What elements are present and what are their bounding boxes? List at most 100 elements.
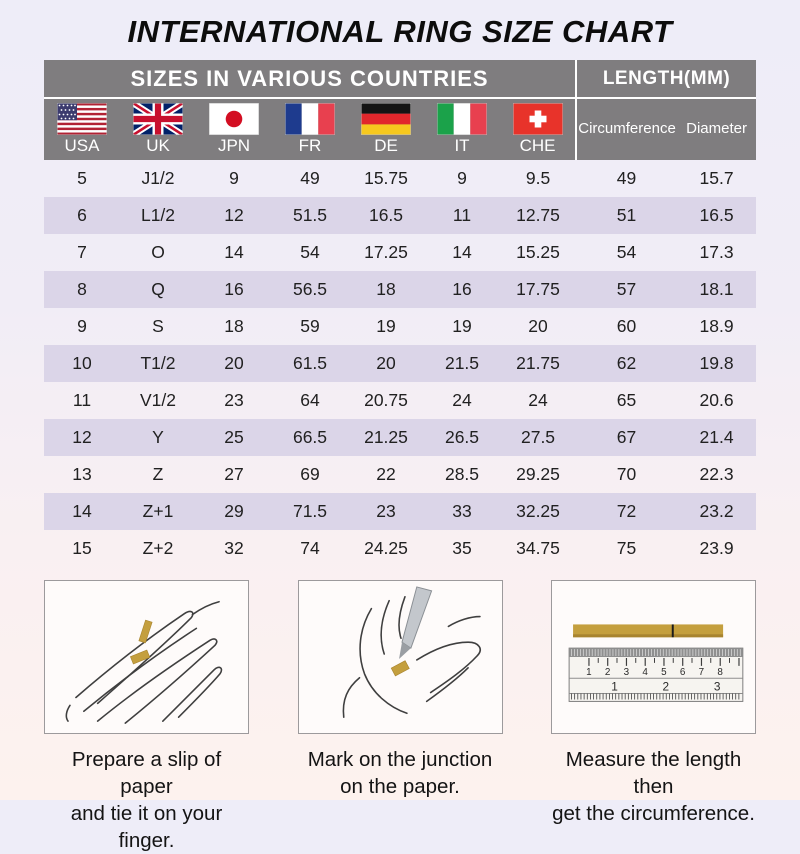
size-cell: 23	[376, 501, 396, 521]
size-cell: 9	[77, 316, 87, 336]
size-cell: 65	[616, 390, 637, 410]
column-header-fr: FR	[272, 98, 348, 160]
size-cell: 67	[616, 427, 637, 447]
size-cell: 26.5	[444, 427, 480, 447]
size-cell: 35	[452, 538, 472, 558]
country-code-label: UK	[146, 136, 170, 155]
size-cell: 27.5	[520, 427, 556, 447]
size-cell: 11	[72, 390, 92, 410]
size-cell: 9	[457, 168, 467, 188]
size-cell: 7	[77, 242, 87, 262]
japan-flag-icon	[209, 103, 259, 135]
column-header-uk: UK	[120, 98, 196, 160]
size-cell: 32	[224, 538, 244, 558]
column-header-jpn: JPN	[196, 98, 272, 160]
size-cell: 20	[224, 353, 244, 373]
svg-text:6: 6	[680, 667, 686, 678]
size-cell: 71.5	[292, 501, 328, 521]
size-cell: 17.3	[699, 242, 734, 262]
svg-text:7: 7	[699, 667, 704, 678]
size-cell: 59	[300, 316, 320, 336]
size-cell: 12	[72, 427, 92, 447]
size-cell: 19	[452, 316, 472, 336]
svg-text:4: 4	[642, 667, 648, 678]
size-cell: 33	[452, 501, 472, 521]
size-cell: 24.25	[364, 538, 408, 558]
size-cell: 23.2	[699, 501, 734, 521]
size-cell: 34.75	[516, 538, 560, 558]
size-cell: 61.5	[292, 353, 328, 373]
header-length-mm: LENGTH(MM)	[575, 60, 757, 99]
column-header-che: CHE	[500, 98, 577, 160]
size-cell: 70	[616, 464, 637, 484]
size-cell: V1/2	[140, 390, 176, 410]
size-cell: 72	[616, 501, 637, 521]
step-3-caption: Measure the length then get the circumfe…	[552, 748, 755, 825]
table-row: 12 Y 25 66.5 21.25 26.5 27.5 67 21.4	[44, 419, 757, 456]
hand-with-paper-strip-illustration	[44, 580, 249, 734]
uk-flag-icon	[133, 103, 183, 135]
size-cell: 17.25	[364, 242, 408, 262]
size-cell: 12	[224, 205, 244, 225]
table-row: 8 Q 16 56.5 18 16 17.75 57 18.1	[44, 271, 757, 308]
svg-text:2: 2	[663, 680, 670, 694]
size-cell: 18	[376, 279, 396, 299]
size-cell: 74	[300, 538, 320, 558]
size-cell: 49	[300, 168, 320, 188]
size-cell: 15.25	[516, 242, 560, 262]
size-cell: 54	[300, 242, 320, 262]
switzerland-flag-icon	[512, 103, 563, 135]
size-cell: J1/2	[141, 168, 175, 188]
size-cell: 51.5	[292, 205, 328, 225]
ring-size-chart-page: INTERNATIONAL RING SIZE CHART SIZES IN V…	[44, 14, 757, 852]
size-cell: 14	[452, 242, 472, 262]
table-row: 13 Z 27 69 22 28.5 29.25 70 22.3	[44, 456, 756, 493]
size-cell: 28.5	[444, 464, 480, 484]
size-cell: 23	[224, 390, 244, 410]
svg-text:1: 1	[586, 667, 591, 678]
svg-text:1: 1	[611, 680, 618, 694]
size-cell: 62	[616, 353, 637, 373]
size-cell: 12.75	[516, 205, 560, 225]
size-cell: 32.25	[516, 501, 560, 521]
size-cell: 60	[616, 316, 637, 336]
size-cell: 21.5	[444, 353, 480, 373]
table-row: 15 Z+2 32 74 24.25 35 34.75 75 23.9	[44, 530, 756, 567]
size-cell: 21.25	[364, 427, 408, 447]
table-row: 7 O 14 54 17.25 14 15.25 54 17.3	[44, 234, 756, 271]
italy-flag-icon	[437, 103, 487, 135]
table-row: 10 T1/2 20 61.5 20 21.5 21.75 62 19.8	[44, 345, 757, 382]
country-code-label: DE	[374, 136, 398, 155]
size-cell: Z+2	[142, 538, 174, 558]
size-cell: 24	[452, 390, 472, 410]
size-cell: 25	[224, 427, 244, 447]
size-cell: 29.25	[516, 464, 560, 484]
size-cell: 29	[224, 501, 244, 521]
table-row: 14 Z+1 29 71.5 23 33 32.25 72 23.2	[44, 493, 757, 530]
table-body: 5 J1/2 9 49 15.75 9 9.5 49 15.7 6 L1/2 12 51.5 16.5 11…	[44, 160, 757, 567]
country-code-label: CHE	[519, 136, 556, 155]
usa-flag-icon	[57, 103, 107, 135]
size-cell: 22	[376, 464, 396, 484]
size-cell: Z	[152, 464, 164, 484]
country-code-label: JPN	[217, 136, 251, 155]
table-header: SIZES IN VARIOUS COUNTRIES LENGTH(MM)	[44, 60, 757, 160]
size-cell: 13	[72, 464, 92, 484]
svg-text:5: 5	[661, 667, 667, 678]
ruler-top-scale: 1 2 3 4 5 6 7 8	[586, 667, 723, 678]
size-cell: O	[151, 242, 165, 262]
size-cell: 9	[229, 168, 239, 188]
size-cell: 23.9	[699, 538, 734, 558]
france-flag-icon	[285, 103, 335, 135]
table-row: 5 J1/2 9 49 15.75 9 9.5 49 15.7	[44, 160, 756, 197]
size-cell: 18.9	[699, 316, 734, 336]
size-cell: 14	[72, 501, 92, 521]
step-2: Mark on the junction on the paper.	[297, 580, 503, 854]
size-cell: 56.5	[292, 279, 328, 299]
ruler-mid-scale: 1 2 3	[611, 680, 721, 694]
size-cell: 19	[376, 316, 396, 336]
column-header-de: DE	[348, 98, 424, 160]
size-cell: 21.4	[699, 427, 734, 447]
